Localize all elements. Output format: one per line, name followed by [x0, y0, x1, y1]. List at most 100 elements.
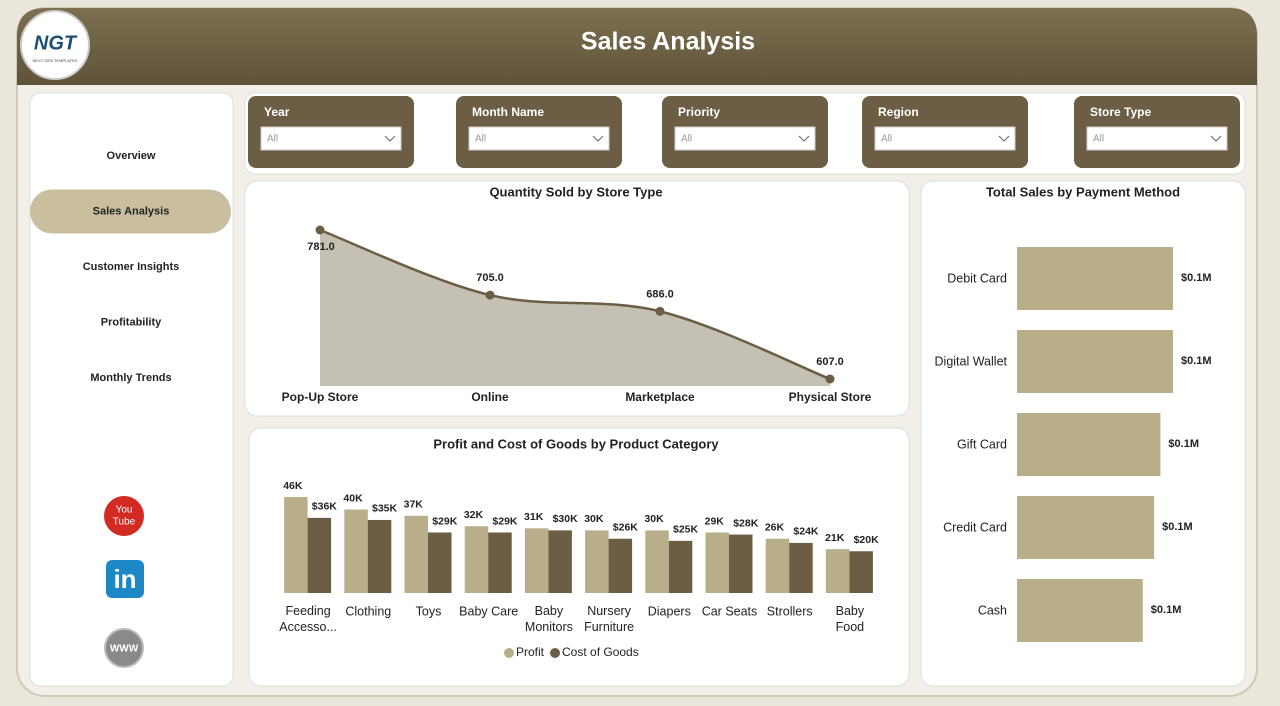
dropdown-arrow: [998, 135, 1010, 142]
data-label: $25K: [673, 524, 699, 536]
x-tick-label: Pop-Up Store: [282, 390, 359, 404]
website-text: WWW: [110, 644, 139, 655]
data-label: 30K: [644, 513, 664, 525]
x-tick-label: Marketplace: [625, 390, 695, 404]
nav-active: [30, 189, 231, 234]
dropdown-arrow: [384, 135, 396, 142]
marker: [485, 290, 495, 300]
website-icon[interactable]: [104, 628, 144, 668]
panel: [248, 427, 910, 687]
data-label: 705.0: [476, 272, 504, 284]
youtube-icon[interactable]: [104, 496, 144, 536]
data-label: 32K: [464, 509, 484, 521]
filter-dropdown[interactable]: [1086, 126, 1228, 151]
data-label: $0.1M: [1168, 438, 1199, 450]
bar: [668, 540, 693, 593]
x-tick-label: Baby Food: [836, 604, 865, 634]
youtube-text: Tube: [113, 517, 136, 528]
filter-dropdown[interactable]: [468, 126, 610, 151]
data-label: $30K: [553, 513, 579, 525]
bar: [729, 534, 753, 593]
data-label: $26K: [613, 522, 639, 534]
bar: [645, 530, 669, 593]
filter-value: All: [1093, 134, 1104, 145]
charts: Quantity Sold by Store Type 781.0 Pop-Up S…: [279, 184, 1211, 659]
legend-swatch: [550, 648, 561, 658]
dropdown-arrow: [1210, 135, 1222, 142]
dropdown-arrow: [592, 135, 604, 142]
data-label: 29K: [705, 515, 725, 527]
nav-item[interactable]: Monthly Trends: [90, 372, 171, 384]
filter-label: Year: [264, 105, 290, 119]
x-tick-label: Car Seats: [702, 604, 758, 618]
nav-item[interactable]: Overview: [107, 150, 156, 162]
bar: [1017, 330, 1173, 393]
y-tick-label: Gift Card: [957, 437, 1007, 451]
logo-text: NGT: [34, 32, 78, 54]
line: [319, 228, 831, 381]
chart-title: Total Sales by Payment Method: [986, 184, 1180, 199]
nav-item[interactable]: Sales Analysis: [93, 205, 170, 217]
bar: [548, 530, 572, 593]
dropdown-arrow: [798, 135, 810, 142]
bar: [404, 515, 428, 593]
x-tick-label: Toys: [416, 604, 442, 618]
bar: [765, 538, 790, 593]
bar: [789, 542, 813, 593]
legend-label: Profit: [516, 645, 545, 659]
logo: [20, 10, 90, 80]
chart-title: Profit and Cost of Goods by Product Cate…: [433, 436, 719, 451]
data-label: $35K: [372, 503, 398, 515]
bar: [1017, 247, 1173, 310]
data-label: 607.0: [816, 356, 844, 368]
filters: Year All Month Name All Priority All Region All…: [248, 96, 1240, 168]
x-tick-label: Baby Care: [459, 604, 518, 618]
data-label: $0.1M: [1181, 355, 1212, 367]
data-label: 46K: [283, 480, 303, 492]
bar: [1017, 579, 1143, 642]
data-label: 26K: [765, 522, 785, 534]
chart-title: Quantity Sold by Store Type: [489, 184, 662, 199]
filter-value: All: [267, 134, 278, 145]
x-tick-label: Physical Store: [789, 390, 872, 404]
data-label: 37K: [404, 499, 424, 511]
data-label: $0.1M: [1181, 272, 1212, 284]
bar: [464, 526, 489, 593]
data-label: $0.1M: [1151, 604, 1182, 616]
filter-value: All: [881, 134, 892, 145]
y-tick-label: Cash: [978, 603, 1007, 617]
x-tick-label: Nursery Furniture: [584, 604, 634, 634]
x-tick-label: Baby Monitors: [525, 604, 573, 634]
nav-item[interactable]: Profitability: [101, 316, 162, 328]
marker: [315, 225, 325, 235]
linkedin-icon[interactable]: [106, 560, 144, 598]
bar: [1017, 413, 1161, 476]
header-band: [17, 8, 1257, 85]
data-label: $20K: [854, 534, 880, 546]
bar: [488, 532, 512, 593]
filter-label: Month Name: [472, 105, 544, 119]
x-tick-label: Online: [471, 390, 509, 404]
data-label: $29K: [432, 515, 458, 527]
data-label: $24K: [793, 526, 819, 538]
nav-item[interactable]: Customer Insights: [83, 261, 180, 273]
y-tick-label: Digital Wallet: [935, 354, 1008, 368]
data-label: 30K: [584, 513, 604, 525]
data-label: 40K: [343, 492, 363, 504]
page-title: Sales Analysis: [581, 28, 755, 56]
filter-dropdown[interactable]: [260, 126, 402, 151]
legend-swatch: [504, 648, 514, 658]
filter-label: Region: [878, 105, 919, 119]
x-tick-label: Strollers: [767, 604, 813, 618]
area: [320, 230, 830, 386]
data-label: 21K: [825, 532, 845, 544]
data-label: 781.0: [307, 241, 335, 253]
data-label: $0.1M: [1162, 521, 1193, 533]
filter-dropdown[interactable]: [674, 126, 816, 151]
x-tick-label: Clothing: [345, 604, 391, 618]
data-label: 31K: [524, 511, 544, 523]
filter-dropdown[interactable]: [874, 126, 1016, 151]
filter-value: All: [475, 134, 486, 145]
